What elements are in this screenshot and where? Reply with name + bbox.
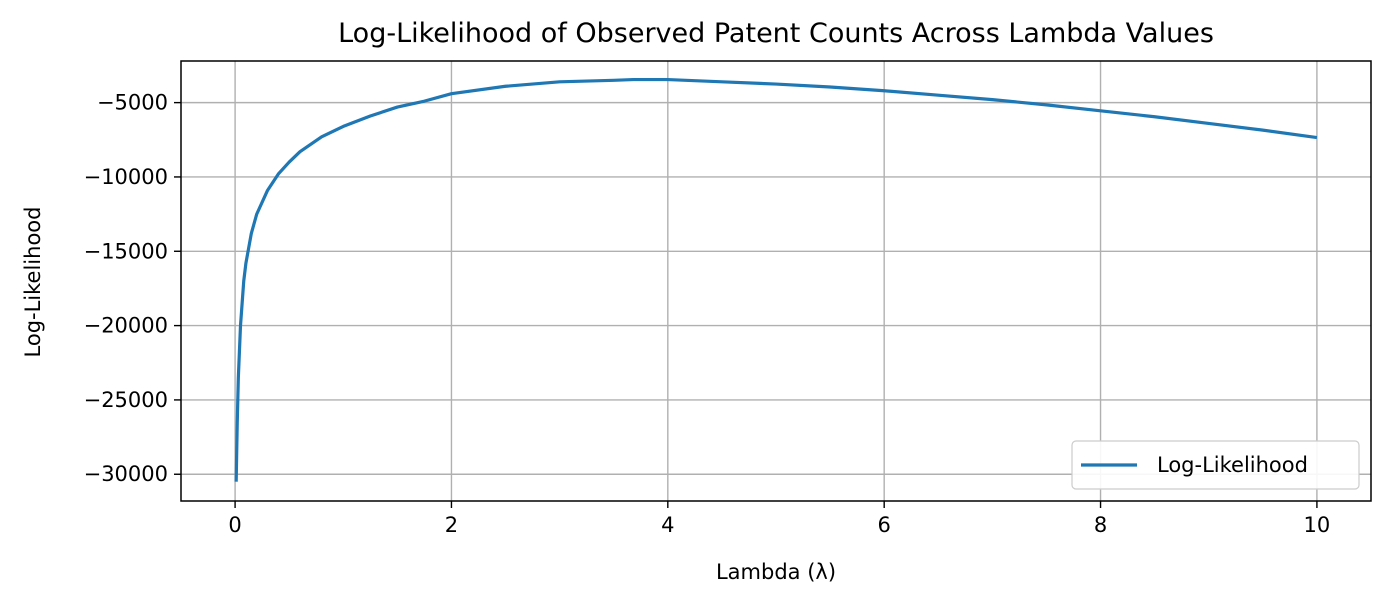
x-tick-label: 4 [661,513,674,537]
chart-title: Log-Likelihood of Observed Patent Counts… [338,18,1214,49]
x-tick-label: 6 [877,513,890,537]
x-tick-label: 0 [228,513,241,537]
x-tick-label: 2 [445,513,458,537]
y-tick-label: −5000 [97,91,168,115]
legend-label: Log-Likelihood [1157,453,1308,477]
plot-frame [180,60,1372,502]
x-tick-label: 10 [1304,513,1331,537]
y-tick-label: −25000 [84,388,168,412]
tick-layer: 0 2 4 6 8 10 −30000 −25000 −20000 −15000 −10000 −50… [84,91,1331,537]
y-tick-label: −15000 [84,239,168,263]
legend: Log-Likelihood [1071,440,1360,490]
y-tick-label: −20000 [84,314,168,338]
series-layer [234,77,1318,482]
x-axis-label: Lambda (λ) [716,560,836,584]
y-axis-label: Log-Likelihood [21,207,45,358]
y-tick-label: −10000 [84,165,168,189]
x-tick-label: 8 [1094,513,1107,537]
legend-box [1071,440,1360,490]
grid-layer [181,61,1371,501]
series-line-0 [234,77,1318,482]
y-tick-label: −30000 [84,462,168,486]
